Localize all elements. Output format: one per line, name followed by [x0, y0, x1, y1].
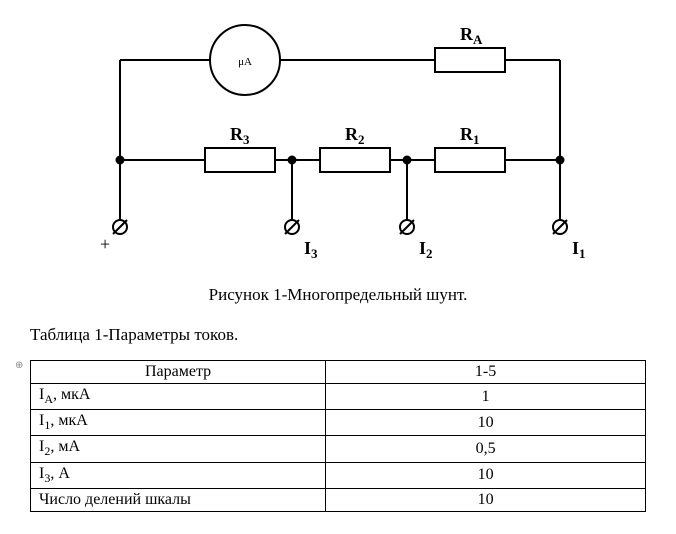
circuit-diagram: μA RA R1 R2 R3 + I3 I2 I1: [60, 10, 620, 280]
param-value: 10: [326, 462, 646, 488]
param-label: I2, мА: [31, 436, 326, 462]
header-value: 1-5: [326, 361, 646, 384]
param-label: I1, мкА: [31, 410, 326, 436]
param-value: 10: [326, 488, 646, 511]
table-title: Таблица 1-Параметры токов.: [30, 325, 238, 345]
anchor-marker: ⊕: [15, 360, 23, 371]
label-R2: R2: [345, 124, 365, 147]
label-R3: R3: [230, 124, 250, 147]
param-label: IA, мкА: [31, 384, 326, 410]
terminal-I2: I2: [419, 238, 433, 261]
terminal-I3: I3: [304, 238, 318, 261]
table-row: Число делений шкалы 10: [31, 488, 646, 511]
label-R1: R1: [460, 124, 480, 147]
table-header-row: Параметр 1-5: [31, 361, 646, 384]
table-row: I2, мА 0,5: [31, 436, 646, 462]
label-RA: RA: [460, 24, 483, 47]
header-param: Параметр: [31, 361, 326, 384]
figure-caption: Рисунок 1-Многопредельный шунт.: [0, 285, 676, 305]
parameters-table: Параметр 1-5 IA, мкА 1 I1, мкА 10 I2, мА…: [30, 360, 646, 512]
meter-label: μA: [238, 56, 252, 68]
table-row: I1, мкА 10: [31, 410, 646, 436]
param-value: 0,5: [326, 436, 646, 462]
param-value: 1: [326, 384, 646, 410]
param-label: I3, А: [31, 462, 326, 488]
terminal-plus: +: [100, 234, 110, 254]
table-row: I3, А 10: [31, 462, 646, 488]
terminal-I1: I1: [572, 238, 586, 261]
param-value: 10: [326, 410, 646, 436]
table-row: IA, мкА 1: [31, 384, 646, 410]
param-label: Число делений шкалы: [31, 488, 326, 511]
circuit-svg: μA RA R1 R2 R3 + I3 I2 I1: [60, 10, 620, 280]
